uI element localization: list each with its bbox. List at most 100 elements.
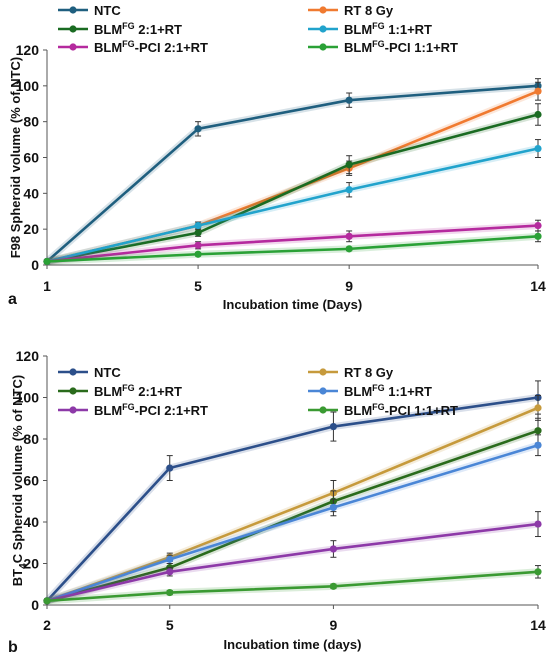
data-point xyxy=(345,186,353,194)
legend-label: BLMFG 2:1+RT xyxy=(94,21,182,37)
legend-label-part: BLM xyxy=(94,40,122,55)
legend-swatch-marker xyxy=(319,368,327,376)
legend-label-superscript: FG xyxy=(122,402,135,412)
legend-swatch-marker xyxy=(319,25,327,33)
series-line xyxy=(46,396,539,602)
data-point xyxy=(534,441,542,449)
data-point xyxy=(166,588,174,597)
legend-label-part: BLM xyxy=(344,403,372,418)
legend-label: BLMFG 1:1+RT xyxy=(344,383,432,399)
legend-label-superscript: FG xyxy=(372,21,385,31)
x-tick-label: 14 xyxy=(530,278,546,294)
legend-label-part: BLM xyxy=(344,384,372,399)
legend-label-part: BLM xyxy=(344,22,372,37)
x-axis-title: Incubation time (Days) xyxy=(223,297,362,312)
legend-label-part: -PCI 2:1+RT xyxy=(135,40,208,55)
x-tick-label: 5 xyxy=(194,278,202,294)
legend-entry-0: NTC xyxy=(58,3,121,18)
series-line xyxy=(46,235,539,263)
legend-swatch-marker xyxy=(69,406,77,414)
legend-label-part: 2:1+RT xyxy=(135,22,182,37)
data-point xyxy=(166,568,174,576)
panel-label: a xyxy=(8,291,17,308)
y-axis-title-subscript: 4 xyxy=(18,563,29,569)
y-tick-label: 80 xyxy=(23,431,39,447)
legend-swatch-marker xyxy=(319,43,327,51)
legend-swatch-marker xyxy=(319,387,327,395)
legend-entry-5: BLMFG-PCI 1:1+RT xyxy=(308,402,458,418)
x-tick-label: 14 xyxy=(530,617,546,633)
data-point xyxy=(345,96,353,104)
data-point xyxy=(534,87,542,95)
legend-label: BLMFG-PCI 1:1+RT xyxy=(344,402,458,418)
legend-entry-4: BLMFG-PCI 2:1+RT xyxy=(58,402,208,418)
legend-label: RT 8 Gy xyxy=(344,3,394,18)
legend-label-part: BLM xyxy=(344,40,372,55)
data-point xyxy=(534,232,542,240)
series-4 xyxy=(43,219,542,266)
y-tick-label: 120 xyxy=(16,348,40,364)
series-line xyxy=(46,147,539,263)
series-0 xyxy=(43,78,542,266)
legend-swatch-marker xyxy=(319,406,327,414)
legend-entry-0: NTC xyxy=(58,365,121,380)
legend-entry-1: RT 8 Gy xyxy=(308,365,394,380)
y-axis-title-part: Spheroid volume (% of NTC) xyxy=(8,57,23,236)
legend-entry-2: BLMFG 2:1+RT xyxy=(58,383,182,399)
legend-label-superscript: FG xyxy=(372,383,385,393)
legend-swatch-marker xyxy=(319,6,327,14)
x-tick-label: 5 xyxy=(166,617,174,633)
legend-label-part: -PCI 1:1+RT xyxy=(385,40,458,55)
legend-label-part: 2:1+RT xyxy=(135,384,182,399)
y-tick-label: 60 xyxy=(23,473,39,489)
x-tick-label: 9 xyxy=(345,278,353,294)
x-tick-label: 1 xyxy=(43,278,51,294)
legend-swatch-marker xyxy=(69,6,77,14)
legend-label: RT 8 Gy xyxy=(344,365,394,380)
x-axis-title: Incubation time (days) xyxy=(224,637,362,652)
y-tick-label: 60 xyxy=(23,150,39,166)
y-axis-title: F98 Spheroid volume (% of NTC) xyxy=(8,57,23,259)
series-line xyxy=(46,570,539,603)
legend-swatch-marker xyxy=(69,368,77,376)
data-point xyxy=(329,422,338,431)
panel-a: 0 20 40 60 80 100 120 1 5 9 14 Incubation time (Day… xyxy=(8,3,546,312)
data-point xyxy=(43,597,51,605)
series-5 xyxy=(43,565,542,605)
data-point xyxy=(534,110,542,119)
legend-entry-3: BLMFG 1:1+RT xyxy=(308,383,432,399)
legend-label-superscript: FG xyxy=(122,39,135,49)
data-point xyxy=(166,464,174,472)
legend-label-superscript: FG xyxy=(122,21,135,31)
legend-entry-3: BLMFG 1:1+RT xyxy=(308,21,432,37)
series-0 xyxy=(43,380,542,605)
series-line xyxy=(46,113,539,263)
series-line xyxy=(46,224,539,263)
y-tick-label: 100 xyxy=(16,78,40,94)
data-point xyxy=(166,555,174,563)
y-tick-label: 20 xyxy=(23,221,39,237)
legend-label: BLMFG 1:1+RT xyxy=(344,21,432,37)
series-line xyxy=(46,522,539,603)
legend-entry-2: BLMFG 2:1+RT xyxy=(58,21,182,37)
legend-label: BLMFG-PCI 2:1+RT xyxy=(94,39,208,55)
data-point xyxy=(534,520,542,528)
data-point xyxy=(345,161,353,169)
data-point xyxy=(194,229,202,237)
series-3 xyxy=(43,139,542,266)
legend-label-part: 1:1+RT xyxy=(385,384,432,399)
y-tick-label: 40 xyxy=(23,514,39,530)
legend-label-part: 1:1+RT xyxy=(385,22,432,37)
legend-label-superscript: FG xyxy=(372,402,385,412)
data-point xyxy=(345,232,353,240)
y-tick-label: 100 xyxy=(16,390,40,406)
data-point xyxy=(194,241,202,249)
x-tick-label: 9 xyxy=(330,617,338,633)
legend-entry-4: BLMFG-PCI 2:1+RT xyxy=(58,39,208,55)
legend-label-part: BLM xyxy=(94,403,122,418)
data-point xyxy=(534,144,542,153)
data-point xyxy=(194,125,202,133)
y-axis-title: BT4C Spheroid volume (% of NTC) xyxy=(10,375,29,586)
series-5 xyxy=(43,230,542,266)
